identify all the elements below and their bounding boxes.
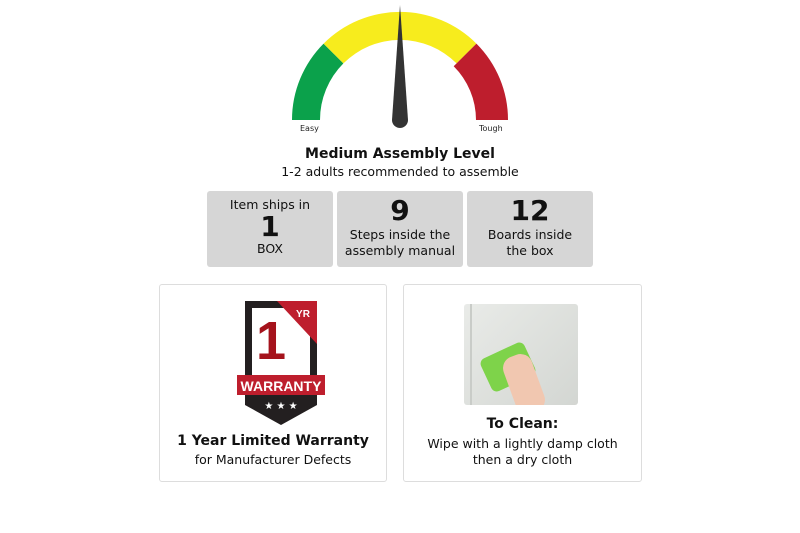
stat-label: Steps inside the assembly manual (344, 227, 456, 258)
gauge-tough-segment (453, 43, 508, 120)
stat-label: Boards inside the box (487, 227, 573, 258)
gauge-min-label: Easy (300, 124, 319, 133)
warranty-shield-icon: YR 1 WARRANTY ★ ★ ★ (237, 301, 325, 425)
assembly-level-subtitle: 1-2 adults recommended to assemble (281, 164, 519, 179)
warranty-badge-unit: YR (296, 309, 311, 320)
warranty-card: YR 1 WARRANTY ★ ★ ★ 1 Year Limited Warra… (159, 284, 387, 482)
stat-label: BOX (257, 241, 283, 256)
warranty-title: 1 Year Limited Warranty (177, 433, 369, 449)
gauge-needle (392, 5, 408, 128)
stat-value: 9 (390, 194, 410, 227)
stat-steps-count: 9 Steps inside the assembly manual (337, 191, 463, 267)
care-title: To Clean: (486, 416, 559, 432)
care-instruction: then a dry cloth (472, 452, 573, 467)
stat-boards-count: 12 Boards inside the box (467, 191, 593, 267)
care-instruction: Wipe with a lightly damp cloth (427, 436, 618, 451)
stat-boxes-count: Item ships in 1 BOX (207, 191, 333, 267)
stat-value: 12 (510, 194, 550, 227)
warranty-badge-number: 1 (256, 311, 286, 371)
assembly-level-title: Medium Assembly Level (305, 146, 495, 162)
stat-label: Item ships in (229, 197, 311, 212)
gauge-easy-segment (291, 43, 344, 120)
warranty-subtitle: for Manufacturer Defects (194, 452, 352, 467)
cleaning-photo (464, 304, 578, 405)
stars-icon: ★ ★ ★ (264, 401, 297, 412)
warranty-badge-text: WARRANTY (241, 378, 323, 394)
care-card: To Clean: Wipe with a lightly damp cloth… (403, 284, 642, 482)
gauge-max-label: Tough (479, 124, 503, 133)
stat-value: 1 (260, 210, 280, 243)
assembly-difficulty-gauge (291, 5, 508, 128)
